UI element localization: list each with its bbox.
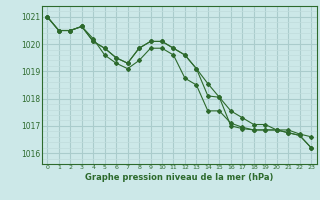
X-axis label: Graphe pression niveau de la mer (hPa): Graphe pression niveau de la mer (hPa) [85,173,273,182]
